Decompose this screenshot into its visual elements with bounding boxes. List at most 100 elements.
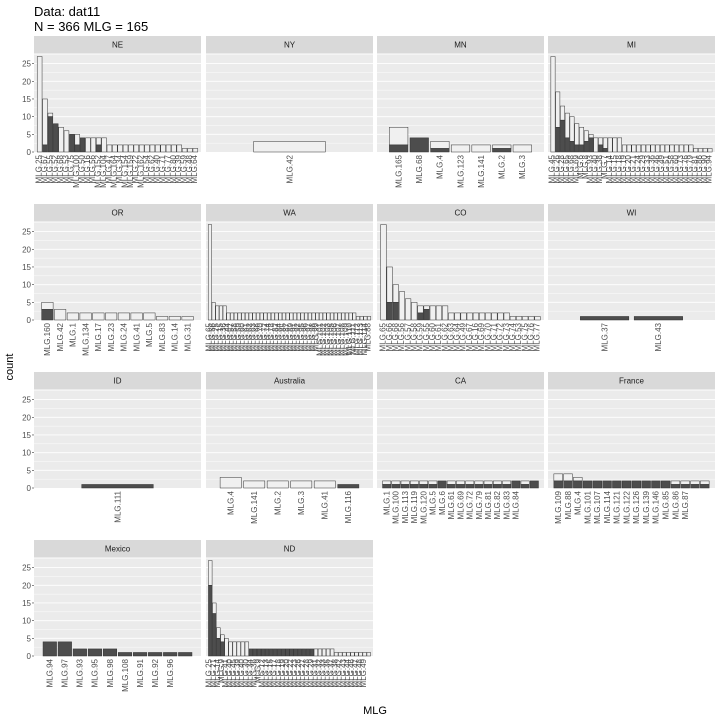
x-tick-label: MLG.119 [410, 490, 419, 523]
y-tick-label: 5 [27, 298, 32, 307]
x-tick-label: MLG.4 [436, 154, 445, 179]
x-tick-label: MLG.60 [238, 322, 247, 351]
bar-segment-light [215, 305, 220, 321]
bar-segment-light [63, 130, 70, 153]
bar-segment-light [96, 137, 102, 146]
bar-segment-light [520, 480, 530, 485]
bar-segment-dark [560, 119, 565, 153]
bar-segment-dark [520, 484, 530, 489]
x-tick-label: MLG.27 [298, 658, 307, 687]
bar-segment-light [181, 316, 194, 321]
bar-segment-dark [163, 652, 178, 657]
bar-segment-light [321, 648, 327, 657]
bar-segment-light [226, 312, 231, 321]
x-tick-label: MLG.34 [115, 154, 124, 183]
x-tick-label: MLG.7 [600, 154, 609, 179]
x-tick-label: MLG.68 [56, 154, 65, 183]
x-tick-label: MLG.19 [619, 154, 628, 183]
bar-segment-light [315, 312, 320, 321]
x-tick-label: MLG.25 [35, 154, 44, 183]
x-tick-label: MLG.108 [338, 322, 347, 355]
x-tick-label: MLG.40 [225, 658, 234, 687]
bar-segment-dark [305, 648, 310, 657]
x-tick-label: MLG.165 [394, 154, 403, 187]
y-tick-label: 25 [22, 60, 31, 69]
bar-segment-light [679, 144, 684, 153]
bar-segment-dark [579, 144, 584, 153]
bar-segment-light [429, 305, 436, 321]
bar-segment-light [248, 312, 253, 321]
bar-segment-light [326, 312, 331, 321]
bar-segment-light [612, 137, 618, 153]
bar-segment-dark [212, 613, 217, 657]
bar-segment-dark [651, 480, 661, 489]
x-tick-label: MLG.121 [613, 490, 622, 523]
bar-segment-dark [492, 148, 512, 153]
bar-segment-light [450, 144, 471, 153]
x-tick-label: MLG.60 [428, 322, 437, 351]
x-tick-label: MLG.71 [158, 154, 167, 183]
x-tick-label: MLG.1 [382, 490, 391, 515]
x-tick-label: MLG.14 [213, 658, 222, 687]
facet-panel-bg [548, 221, 715, 320]
x-tick-label: MLG.67 [465, 322, 474, 351]
x-tick-label: MLG.82 [271, 322, 280, 351]
bar-segment-light [338, 652, 343, 657]
bar-segment-light [359, 316, 364, 321]
x-tick-label: MLG.160 [43, 322, 52, 355]
bar-segment-dark [661, 480, 671, 489]
y-tick-label: 20 [22, 581, 31, 590]
x-tick-label: MLG.72 [496, 322, 505, 351]
bar-segment-light [330, 648, 335, 657]
x-tick-label: MLG.57 [227, 322, 236, 351]
bar-segment-light [428, 480, 438, 485]
facet-panel-bg [34, 221, 201, 320]
x-tick-label: MLG.33 [643, 154, 652, 183]
bar-segment-light [491, 312, 498, 321]
x-tick-label: MLG.62 [245, 322, 254, 351]
x-tick-label: MLG.113 [356, 322, 365, 355]
bar-segment-dark [382, 484, 392, 489]
bar-segment-light [593, 137, 599, 153]
bar-segment-light [690, 480, 700, 485]
bar-segment-light [669, 144, 675, 153]
bar-segment-dark [178, 652, 193, 657]
x-tick-label: MLG.69 [477, 322, 486, 351]
bar-segment-light [574, 123, 580, 146]
bar-segment-dark [483, 484, 493, 489]
bar-segment-light [92, 312, 105, 321]
x-tick-label: MLG.69 [571, 154, 580, 183]
bar-segment-light [492, 144, 512, 149]
facet-strip [548, 372, 715, 389]
bar-segment-dark [583, 141, 589, 153]
bar-segment-dark [277, 648, 282, 657]
x-tick-label: MLG.72 [466, 490, 475, 519]
y-tick-label: 10 [22, 449, 31, 458]
bar-segment-light [326, 648, 331, 657]
x-tick-label: MLG.76 [527, 322, 536, 351]
bar-segment-light [367, 316, 372, 321]
x-tick-label: MLG.82 [493, 490, 502, 519]
x-tick-label: MLG.152 [94, 154, 103, 187]
x-tick-label: MLG.99 [312, 322, 321, 351]
x-tick-label: MLG.46 [347, 658, 356, 687]
bar-segment-light [560, 105, 565, 121]
bar-segment-light [471, 144, 491, 153]
x-tick-label: MLG.108 [121, 658, 130, 691]
facet-panel-mn: MN MLG.165 MLG.68 MLG.4 MLG.123 MLG.141 MLG.2 M… [377, 36, 544, 188]
x-tick-label: MLG.63 [446, 322, 455, 351]
x-tick-label: MLG.15 [215, 322, 224, 351]
bar-segment-light [230, 312, 235, 321]
facet-panel-bg [206, 221, 373, 320]
bar-segment-light [285, 312, 290, 321]
bar-segment-light [598, 137, 603, 146]
bar-segment-light [144, 144, 150, 153]
y-tick-label: 25 [22, 228, 31, 237]
bar-segment-dark [633, 316, 683, 321]
bar-segment-light [683, 144, 689, 153]
x-tick-label: MLG.43 [339, 658, 348, 687]
bar-segment-light [293, 312, 297, 321]
bar-segment-light [465, 480, 475, 485]
bar-segment-light [448, 312, 455, 321]
